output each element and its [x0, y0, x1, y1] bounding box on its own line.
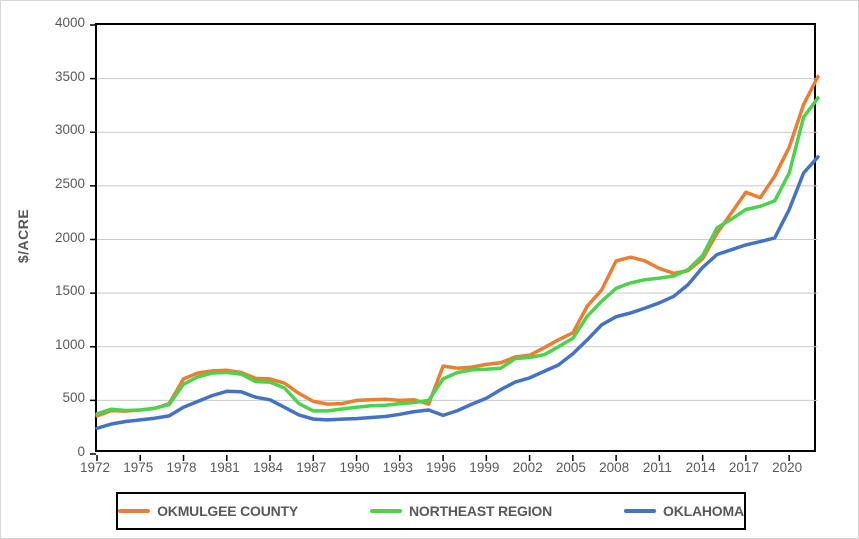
x-tick-label: 1981 [209, 460, 240, 475]
x-tick-label: 1972 [79, 460, 111, 475]
x-tick-label: 2011 [642, 460, 672, 475]
x-tick-label: 2017 [728, 460, 759, 475]
x-tick-label: 1990 [339, 460, 370, 475]
legend-item-okmulgee-county: OKMULGEE COUNTY [118, 503, 298, 519]
x-tick-label: 2002 [512, 460, 543, 475]
y-tick-label: 2000 [54, 229, 85, 245]
legend-item-oklahoma: OKLAHOMA [624, 503, 744, 519]
y-tick-label: 3500 [54, 68, 85, 84]
legend-line-swatch [370, 509, 402, 513]
y-tick-label: 3000 [54, 122, 85, 138]
x-tick-label: 2014 [685, 460, 716, 475]
legend-item-northeast-region: NORTHEAST REGION [370, 503, 552, 519]
x-tick-label: 1978 [166, 460, 197, 475]
y-tick-label: 500 [62, 390, 85, 406]
y-tick-label: 4000 [54, 15, 85, 30]
x-tick-label: 1999 [469, 460, 500, 475]
x-tick-label: 1975 [123, 460, 154, 475]
x-tick-label: 1993 [382, 460, 413, 475]
x-tick-label: 2008 [599, 460, 630, 475]
x-tick-label: 2020 [772, 460, 803, 475]
series-line-okmulgee-county [95, 74, 820, 418]
legend-line-swatch [624, 509, 657, 513]
legend-label: NORTHEAST REGION [409, 503, 553, 519]
x-tick-label: 2005 [555, 460, 586, 475]
legend-label: OKLAHOMA [663, 503, 744, 519]
legend-label: OKMULGEE COUNTY [157, 503, 298, 519]
y-tick-label: 2500 [54, 175, 85, 191]
y-tick-label: 1500 [54, 283, 85, 299]
legend-line-swatch [118, 509, 151, 513]
series-line-oklahoma [95, 155, 820, 431]
series-line-northeast-region [95, 96, 820, 416]
x-tick-label: 1996 [426, 460, 457, 475]
plot-area [90, 23, 820, 461]
line-chart [90, 24, 820, 461]
legend: OKMULGEE COUNTY NORTHEAST REGION OKLAHOMA [116, 492, 746, 530]
y-tick-label: 1000 [54, 336, 85, 352]
y-tick-label: 0 [77, 444, 85, 459]
x-tick-label: 1987 [296, 460, 327, 475]
x-tick-label: 1984 [253, 460, 284, 475]
